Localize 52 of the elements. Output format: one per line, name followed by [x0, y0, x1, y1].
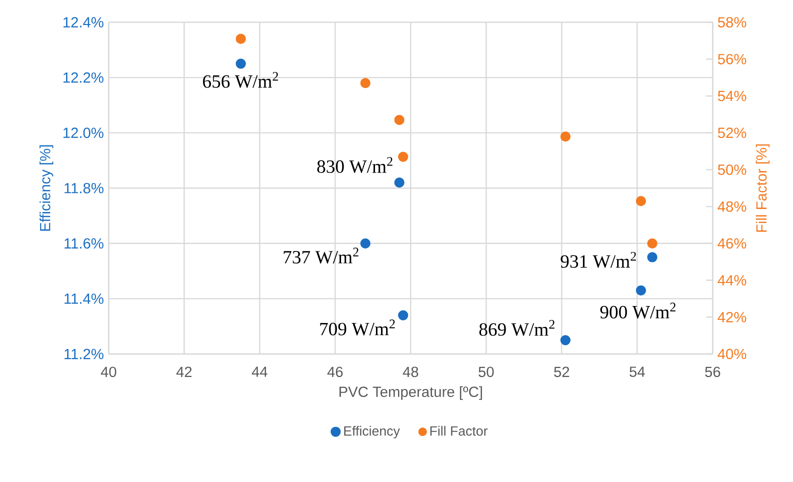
- point: [636, 285, 646, 296]
- y-axis-title: Efficiency [%]: [40, 145, 54, 231]
- annotation: 931 W/m$^{2}$: [560, 252, 636, 268]
- y-tick-label: 12.2%: [63, 72, 104, 83]
- y-tick-label: 12.4%: [63, 17, 104, 28]
- x-tick-label: 56: [705, 366, 720, 378]
- y2-tick-label: 58%: [718, 17, 746, 28]
- point: [647, 238, 658, 248]
- annotation: 737 W/m$^{2}$: [284, 248, 358, 264]
- point: [560, 335, 571, 346]
- point: [360, 78, 370, 88]
- x-tick-label: 40: [100, 366, 116, 378]
- point: [236, 58, 246, 69]
- legend-label: Efficiency: [344, 426, 400, 438]
- x-tick-label: 44: [252, 366, 268, 377]
- x-tick-label: 46: [327, 366, 343, 378]
- point: [398, 152, 408, 162]
- y2-tick-label: 44%: [718, 275, 746, 286]
- y2-axis-title: Fill Factor [%]: [756, 144, 770, 232]
- x-tick-label: 48: [402, 366, 418, 378]
- x-tick-label: 52: [554, 366, 570, 378]
- y2-tick-label: 40%: [718, 348, 746, 360]
- x-axis-title: PVC Temperature [ºC]: [340, 386, 482, 400]
- x-tick-label: 50: [478, 366, 494, 378]
- y2-tick-label: 46%: [718, 238, 746, 249]
- y-tick-label: 11.4%: [64, 294, 104, 304]
- y2-tick-label: 42%: [718, 312, 746, 322]
- y2-tick-label: 52%: [718, 128, 746, 138]
- y-tick-label: 11.6%: [64, 238, 104, 249]
- y2-tick-label: 56%: [718, 54, 746, 64]
- y-tick-label: 11.8%: [64, 182, 104, 194]
- x-tick-label: 54: [630, 366, 645, 377]
- y-tick-label: 12.0%: [63, 128, 104, 138]
- y2-tick-label: 54%: [718, 90, 746, 102]
- annotation: 900 W/m$^{2}$: [600, 302, 676, 319]
- annotation: 656 W/m$^{2}$: [203, 72, 278, 88]
- y-tick-label: 11.2%: [64, 348, 104, 360]
- x-tick-label: 42: [176, 366, 192, 377]
- point: [647, 252, 658, 262]
- point: [236, 34, 246, 44]
- point: [560, 131, 571, 142]
- point: [360, 238, 370, 248]
- point: [394, 178, 404, 188]
- annotation: 709 W/m$^{2}$: [320, 320, 395, 336]
- annotation: 869 W/m$^{2}$: [479, 320, 554, 336]
- y2-tick-label: 48%: [718, 201, 746, 212]
- point: [636, 196, 646, 206]
- annotation: 830 W/m$^{2}$: [317, 157, 392, 174]
- point: [394, 114, 404, 126]
- point: [398, 310, 408, 320]
- y2-tick-label: 50%: [718, 164, 746, 175]
- legend-label: Fill Factor: [430, 426, 488, 436]
